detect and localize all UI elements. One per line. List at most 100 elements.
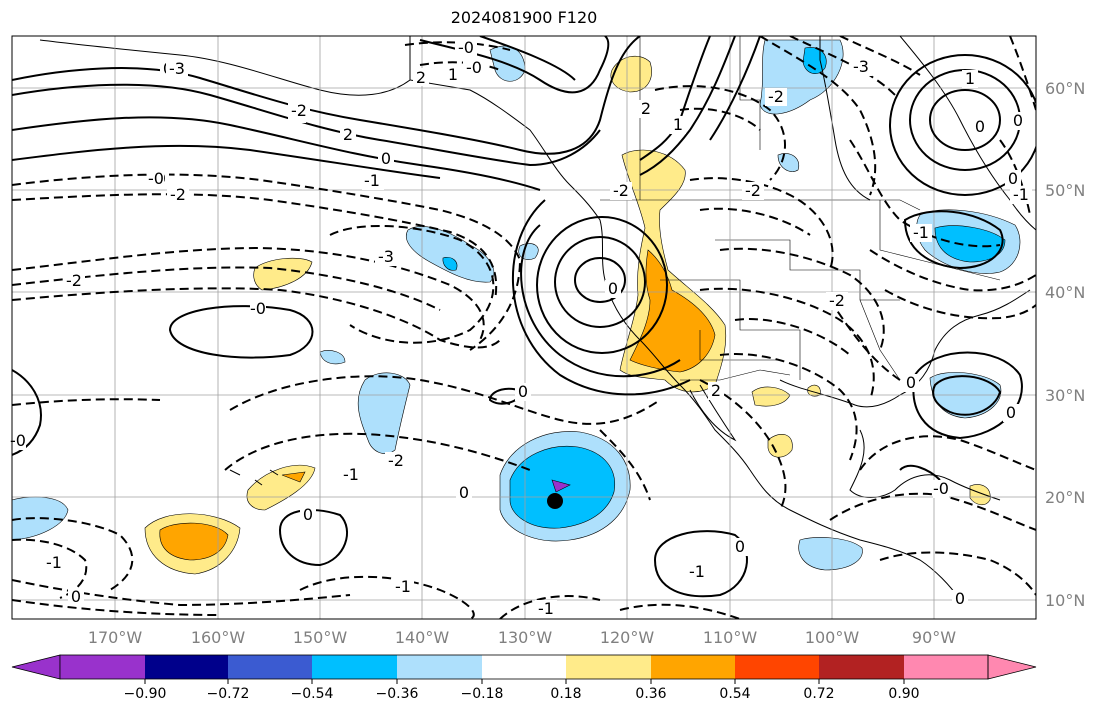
colorbar-tick-label: −0.54 bbox=[291, 686, 334, 702]
lon-label: 150°W bbox=[293, 628, 348, 647]
contour-label: 0 bbox=[381, 149, 391, 168]
lat-label: 40°N bbox=[1045, 283, 1085, 302]
contour-label: -0 bbox=[148, 169, 164, 188]
contour-label: 0 bbox=[518, 382, 528, 401]
contour-label: 0 bbox=[303, 505, 313, 524]
contour-label: 1 bbox=[965, 69, 975, 88]
lon-label: 120°W bbox=[600, 628, 655, 647]
contour-label: 2 bbox=[416, 68, 426, 87]
colorbar-segment bbox=[60, 655, 145, 679]
contour-label: 0 bbox=[71, 587, 81, 606]
gridlines bbox=[12, 36, 1036, 619]
contour-label: -3 bbox=[378, 247, 394, 266]
lat-label: 60°N bbox=[1045, 79, 1085, 98]
negative-anomaly-shade bbox=[551, 479, 571, 493]
contour-label: -0 bbox=[250, 299, 266, 318]
contour-label: -2 bbox=[829, 291, 845, 310]
contour-label: -1 bbox=[913, 223, 929, 242]
contour-label: 2 bbox=[711, 381, 721, 400]
contour-label: -1 bbox=[343, 465, 359, 484]
colorbar-tick-label: 0.90 bbox=[888, 686, 919, 702]
positive-anomaly-shade bbox=[629, 249, 716, 373]
contour-label: -2 bbox=[66, 271, 82, 290]
contour-label: -1 bbox=[689, 562, 705, 581]
colorbar-segment bbox=[482, 655, 566, 679]
lon-label: 160°W bbox=[191, 628, 246, 647]
lat-label: 30°N bbox=[1045, 386, 1085, 405]
contour-label: 0 bbox=[1006, 403, 1016, 422]
colorbar-segment bbox=[312, 655, 397, 679]
map-title: 2024081900 F120 bbox=[450, 8, 598, 27]
contour-label: -1 bbox=[364, 171, 380, 190]
political-borders bbox=[600, 36, 1001, 381]
solid-contours bbox=[12, 36, 1036, 598]
lon-label: 170°W bbox=[88, 628, 143, 647]
colorbar-max-extension bbox=[987, 654, 1037, 680]
lat-label: 10°N bbox=[1045, 591, 1085, 610]
colorbar-tick-label: −0.18 bbox=[461, 686, 504, 702]
contour-label: -0 bbox=[10, 431, 26, 450]
positive-anomaly-shade bbox=[767, 433, 793, 458]
contour-label: -2 bbox=[613, 181, 629, 200]
colorbar-segment bbox=[566, 655, 651, 679]
colorbar-tick-label: −0.90 bbox=[124, 686, 167, 702]
negative-anomaly-shade bbox=[798, 537, 863, 571]
colorbar-tick-label: −0.36 bbox=[376, 686, 419, 702]
colorbar-segment bbox=[651, 655, 735, 679]
contour-label: -2 bbox=[291, 101, 307, 120]
contour-label: 0 bbox=[735, 537, 745, 556]
contour-label: 0 bbox=[1013, 111, 1023, 130]
contour-label: 0 bbox=[906, 373, 916, 392]
lon-axis: 170°W 160°W 150°W 140°W 130°W 120°W 110°… bbox=[88, 628, 956, 647]
map-frame bbox=[11, 35, 1037, 620]
contour-label: 0 bbox=[459, 483, 469, 502]
contour-label: -0 bbox=[466, 58, 482, 77]
colorbar-segment bbox=[397, 655, 482, 679]
contour-label: -0 bbox=[933, 479, 949, 498]
colorbar-segment bbox=[145, 655, 228, 679]
contour-label: 0 bbox=[608, 279, 618, 298]
negative-anomaly-shade bbox=[357, 372, 411, 454]
lon-label: 130°W bbox=[498, 628, 553, 647]
colorbar-min-extension bbox=[11, 654, 61, 680]
colorbar-segment bbox=[735, 655, 819, 679]
colorbar-segment bbox=[904, 655, 988, 679]
contour-label: -1 bbox=[1013, 185, 1029, 204]
contour-label: -2 bbox=[768, 87, 784, 106]
coastlines bbox=[39, 36, 1036, 601]
colorbar: −0.90 −0.72 −0.54 −0.36 −0.18 0.18 0.36 … bbox=[11, 654, 1037, 702]
colorbar-tick-label: −0.72 bbox=[207, 686, 250, 702]
colorbar-tick-label: 0.36 bbox=[635, 686, 666, 702]
lat-label: 50°N bbox=[1045, 181, 1085, 200]
contour-label: -2 bbox=[745, 181, 761, 200]
contour-label: -3 bbox=[853, 57, 869, 76]
contour-label: -1 bbox=[538, 599, 554, 618]
negative-anomaly-shade bbox=[319, 350, 346, 365]
storm-center-marker bbox=[547, 493, 563, 509]
lat-label: 20°N bbox=[1045, 488, 1085, 507]
contour-label: -0 bbox=[458, 38, 474, 57]
contour-label: -2 bbox=[388, 451, 404, 470]
positive-anomaly-shade bbox=[253, 257, 313, 291]
positive-anomaly-shade bbox=[281, 471, 306, 483]
positive-anomaly-shade bbox=[969, 484, 991, 506]
contour-label: 0 bbox=[1008, 169, 1018, 188]
contour-label: 0 bbox=[955, 589, 965, 608]
colorbar-tick-label: 0.72 bbox=[803, 686, 834, 702]
lon-label: 90°W bbox=[912, 628, 956, 647]
negative-anomaly-shade bbox=[442, 257, 458, 271]
contour-label: 2 bbox=[343, 125, 353, 144]
positive-anomaly-shade bbox=[610, 55, 652, 93]
contour-label: 1 bbox=[673, 115, 683, 134]
colorbar-tick-label: 0.18 bbox=[550, 686, 581, 702]
dashed-contours bbox=[12, 36, 1036, 619]
contour-label: 0 bbox=[975, 117, 985, 136]
contour-labels: -0 -0 2 1 0 2 0 -1 -2 -0 -2 -3 -2 -0 2 1… bbox=[10, 38, 1032, 618]
contour-label: 1 bbox=[448, 65, 458, 84]
colorbar-segment bbox=[819, 655, 904, 679]
colorbar-tick-label: 0.54 bbox=[719, 686, 750, 702]
contour-label: -1 bbox=[395, 577, 411, 596]
contour-label: -2 bbox=[170, 185, 186, 204]
contour-label: -1 bbox=[46, 553, 62, 572]
